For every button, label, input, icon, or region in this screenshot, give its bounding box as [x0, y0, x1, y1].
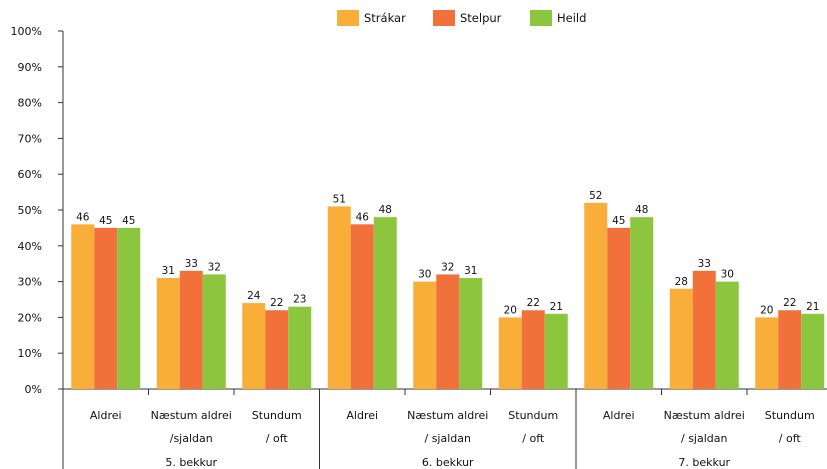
- y-tick-label: 70%: [18, 132, 42, 145]
- x-group-label: 7. bekkur: [678, 456, 730, 469]
- bar: [117, 227, 141, 389]
- bar: [327, 206, 351, 389]
- x-category-label: Stundum: [252, 409, 302, 422]
- y-tick-label: 60%: [18, 168, 42, 181]
- bar: [544, 313, 568, 389]
- bar: [498, 317, 522, 389]
- x-category-label: / oft: [779, 432, 802, 445]
- y-tick-label: 30%: [18, 276, 42, 289]
- bar: [71, 224, 95, 389]
- bar: [521, 310, 545, 389]
- data-label: 20: [760, 304, 773, 316]
- x-category-label: Stundum: [508, 409, 558, 422]
- data-label: 33: [185, 258, 198, 270]
- bar: [94, 227, 118, 389]
- data-label: 45: [122, 215, 135, 227]
- x-category-label: Aldrei: [90, 409, 122, 422]
- data-label: 22: [527, 297, 540, 309]
- bar: [801, 313, 825, 389]
- x-category-label: Næstum aldrei: [151, 409, 232, 422]
- x-group-label: 6. bekkur: [422, 456, 474, 469]
- y-tick-label: 40%: [18, 240, 42, 253]
- data-label: 33: [698, 258, 711, 270]
- bar: [288, 306, 312, 389]
- bar: [265, 310, 289, 389]
- x-group-label: 5. bekkur: [165, 456, 217, 469]
- bar: [179, 270, 203, 389]
- data-label: 21: [550, 301, 563, 313]
- data-label: 23: [293, 294, 306, 306]
- y-tick-label: 100%: [11, 25, 42, 38]
- bar: [715, 281, 739, 389]
- data-label: 22: [783, 297, 796, 309]
- data-label: 51: [333, 193, 346, 205]
- x-category-label: / oft: [266, 432, 289, 445]
- data-label: 45: [99, 215, 112, 227]
- legend-entry: Heild: [557, 11, 586, 25]
- legend-swatch: [337, 10, 359, 26]
- data-label: 48: [635, 204, 648, 216]
- y-tick-label: 10%: [18, 347, 42, 360]
- bar: [156, 278, 180, 389]
- bar: [459, 278, 483, 389]
- y-tick-label: 90%: [18, 61, 42, 74]
- bar: [778, 310, 802, 389]
- y-tick-label: 50%: [18, 204, 42, 217]
- legend-entry: Strákar: [364, 11, 406, 25]
- bar: [413, 281, 437, 389]
- data-label: 21: [806, 301, 819, 313]
- data-label: 31: [464, 265, 477, 277]
- x-category-label: Aldrei: [346, 409, 378, 422]
- x-category-label: /sjaldan: [170, 432, 213, 445]
- data-label: 32: [441, 261, 454, 273]
- data-label: 28: [675, 276, 688, 288]
- x-category-label: Aldrei: [603, 409, 635, 422]
- y-tick-label: 0%: [25, 383, 42, 396]
- x-category-label: Næstum aldrei: [407, 409, 488, 422]
- data-label: 32: [208, 261, 221, 273]
- data-label: 48: [379, 204, 392, 216]
- bar: [584, 202, 608, 389]
- data-label: 24: [247, 290, 261, 302]
- data-label: 30: [418, 269, 431, 281]
- data-label: 20: [504, 304, 517, 316]
- data-label: 31: [162, 265, 175, 277]
- bar: [607, 227, 631, 389]
- data-label: 45: [612, 215, 625, 227]
- data-label: 52: [589, 190, 602, 202]
- x-category-label: / oft: [522, 432, 545, 445]
- x-category-label: Næstum aldrei: [664, 409, 745, 422]
- data-label: 22: [270, 297, 283, 309]
- data-label: 46: [76, 211, 90, 223]
- bar: [755, 317, 779, 389]
- bar: [692, 270, 716, 389]
- bar: [202, 274, 226, 389]
- data-label: 30: [721, 269, 734, 281]
- y-tick-label: 80%: [18, 97, 42, 110]
- bar: [669, 288, 693, 389]
- bar: [242, 303, 266, 389]
- bar: [373, 217, 397, 389]
- bar: [630, 217, 654, 389]
- legend-entry: Stelpur: [460, 11, 502, 25]
- y-tick-label: 20%: [18, 311, 42, 324]
- x-category-label: Stundum: [765, 409, 815, 422]
- x-category-label: / sjaldan: [425, 432, 472, 445]
- legend-swatch: [530, 10, 552, 26]
- data-label: 46: [356, 211, 370, 223]
- legend-swatch: [433, 10, 455, 26]
- bar: [350, 224, 374, 389]
- x-category-label: / sjaldan: [681, 432, 728, 445]
- bar: [436, 274, 460, 389]
